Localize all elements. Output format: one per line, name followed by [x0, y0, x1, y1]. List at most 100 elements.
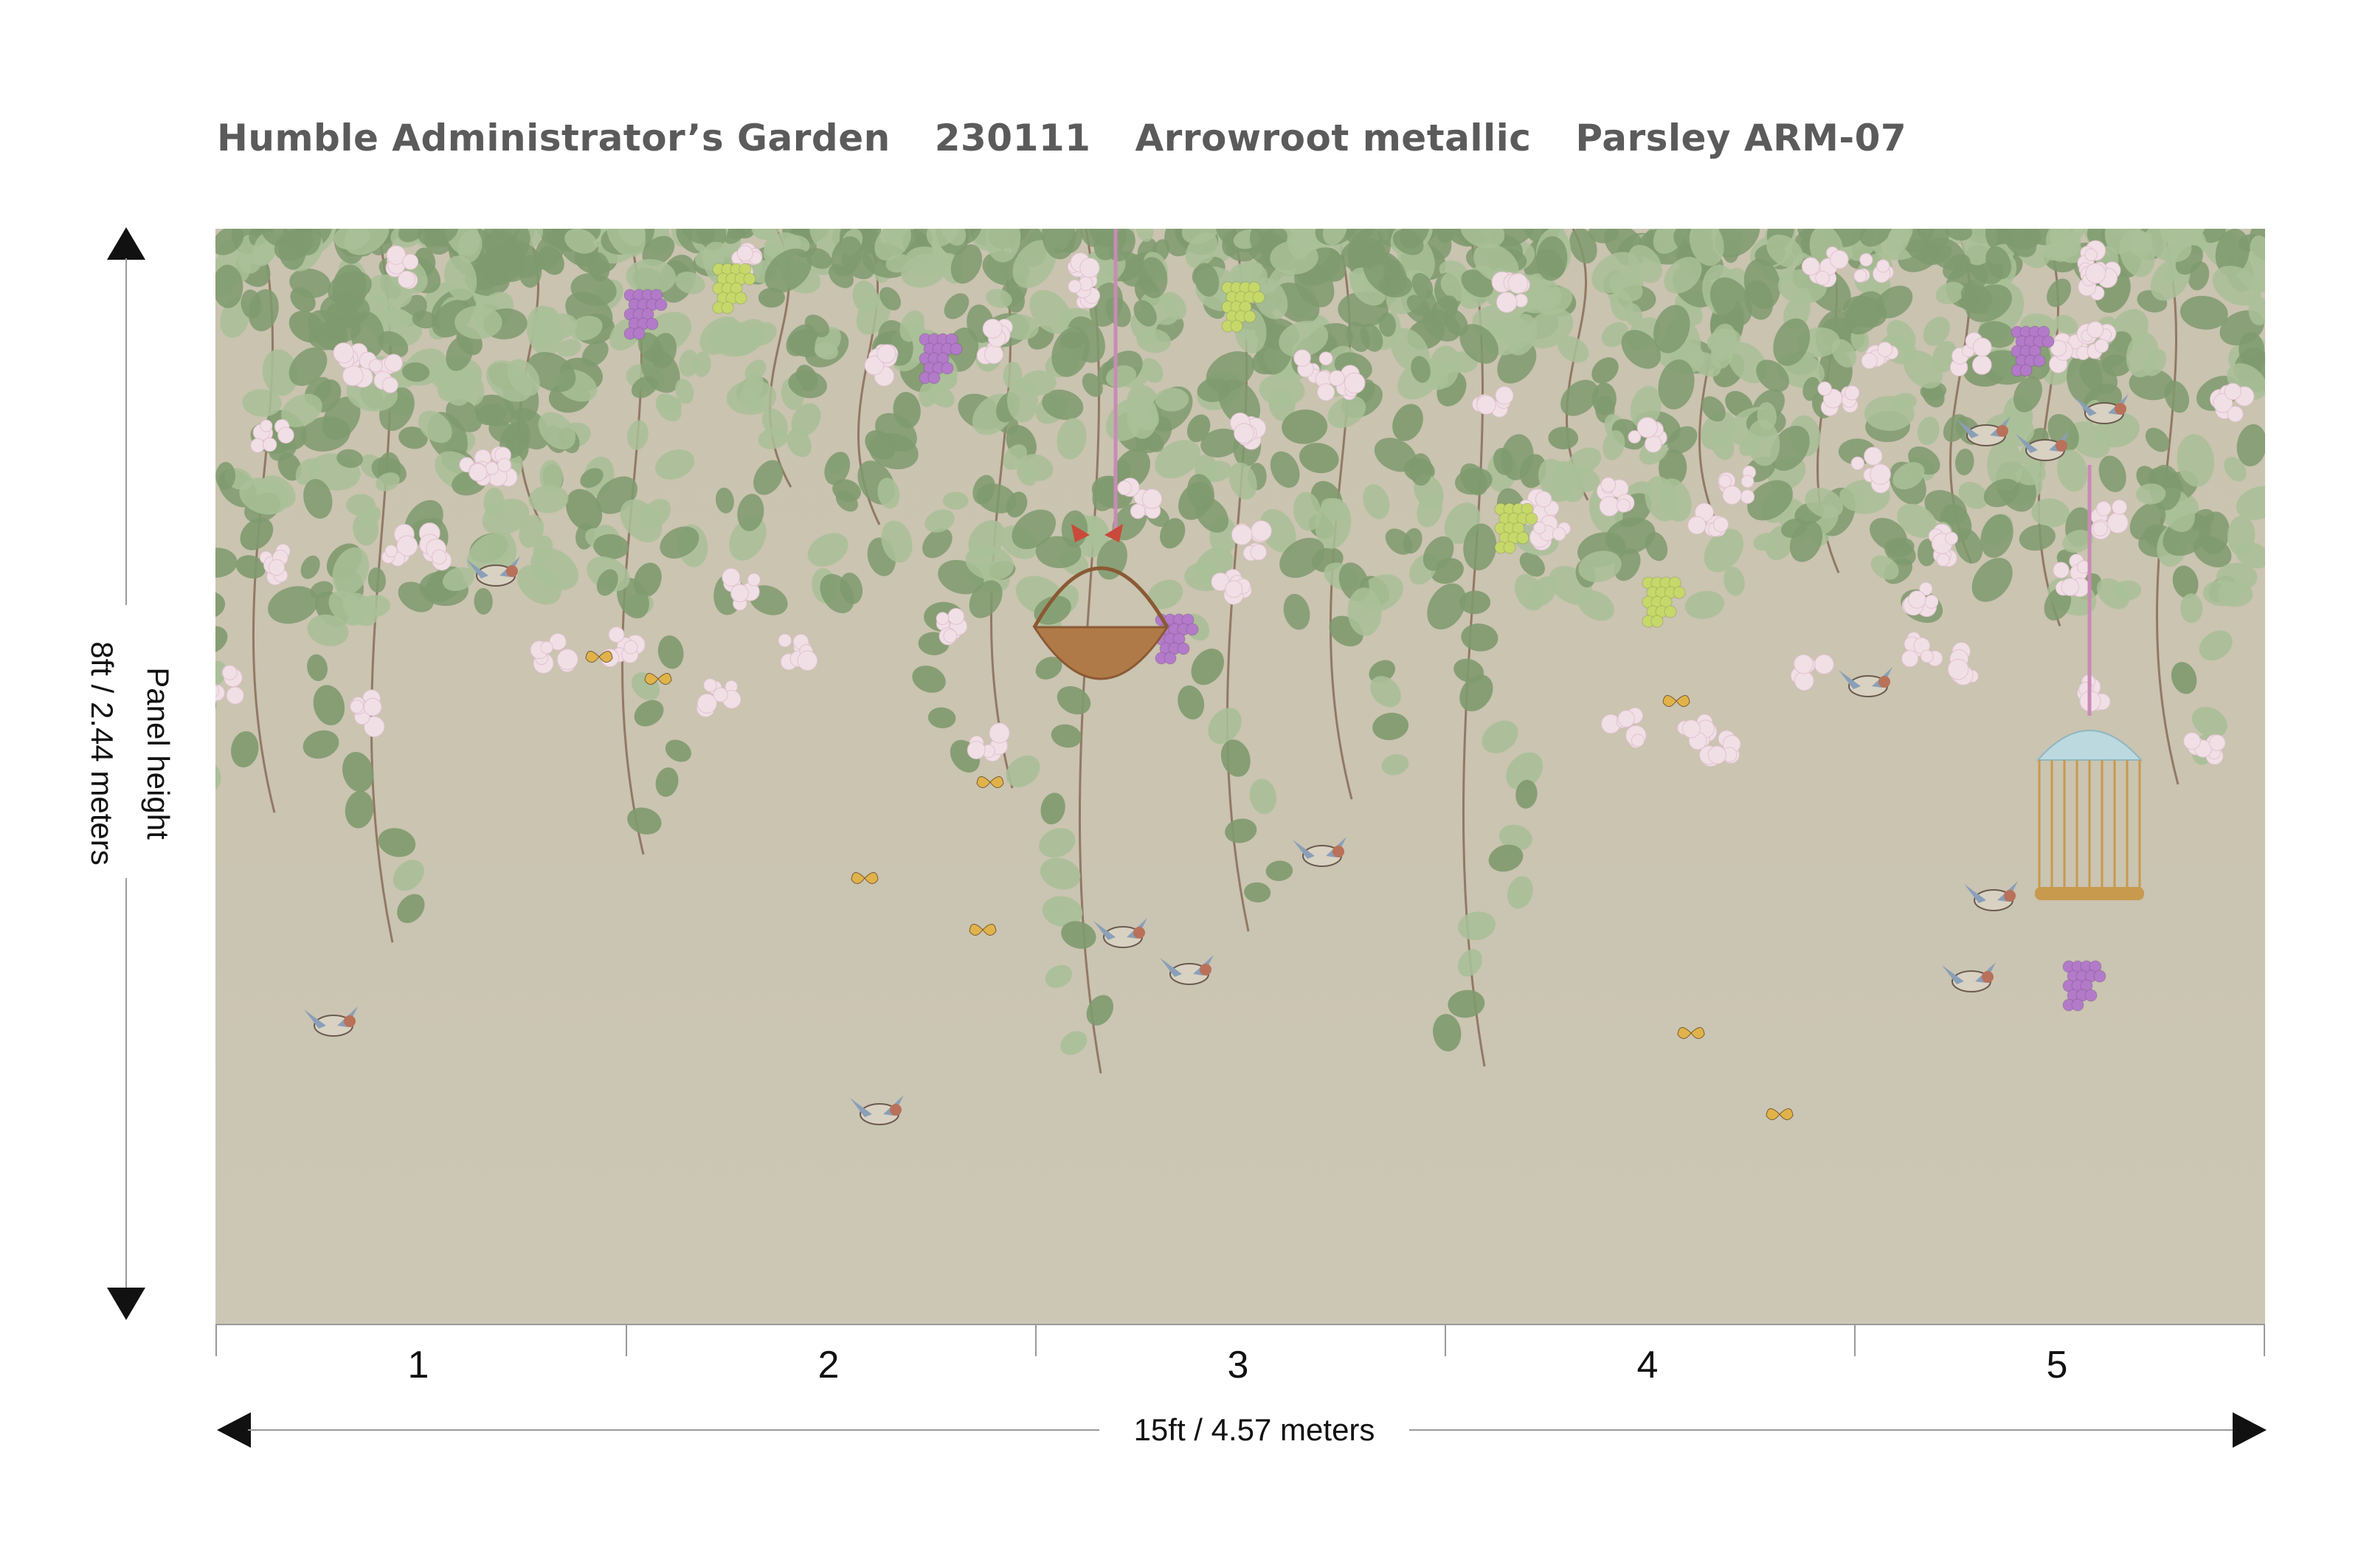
leaf	[1710, 277, 1752, 327]
leaf	[944, 293, 969, 320]
blossom	[1814, 654, 1834, 674]
leaf	[1689, 229, 1724, 266]
leaf	[483, 247, 526, 283]
leaf	[446, 398, 483, 432]
leaf	[231, 731, 259, 768]
leaf	[1552, 460, 1586, 502]
leaf	[1944, 229, 1973, 241]
leaf	[1443, 308, 1468, 336]
leaf	[751, 229, 775, 241]
leaf	[1195, 497, 1229, 533]
blossom	[250, 438, 266, 453]
blossom	[1845, 385, 1860, 401]
leaf	[1845, 291, 1884, 335]
leaf	[1086, 995, 1114, 1026]
grape	[927, 371, 941, 384]
blossom	[262, 437, 277, 452]
leaf	[739, 389, 763, 412]
leaf	[806, 247, 832, 269]
leaf	[877, 477, 900, 509]
blossom	[1079, 258, 1100, 278]
blossom	[1631, 733, 1645, 747]
leaf	[2056, 449, 2088, 492]
blossom	[368, 359, 383, 373]
leaf	[274, 229, 314, 261]
leaf	[807, 533, 848, 567]
blossom	[1801, 257, 1820, 276]
leaf	[725, 229, 752, 239]
leaf	[1739, 434, 1760, 457]
leaf	[2212, 266, 2261, 306]
leaf	[627, 807, 662, 835]
leaf	[2049, 229, 2087, 249]
leaf	[986, 229, 1021, 263]
leaf	[786, 324, 816, 356]
leaf	[2068, 421, 2111, 458]
leaf	[2164, 380, 2190, 413]
leaf	[1186, 414, 1211, 443]
leaf	[336, 449, 363, 469]
blossom	[2061, 578, 2079, 596]
leaf	[2098, 455, 2126, 492]
grape	[1516, 531, 1529, 545]
leaf	[637, 332, 663, 363]
leaf	[2193, 535, 2232, 567]
leaf	[376, 472, 400, 491]
leaf	[642, 235, 675, 266]
blossom	[736, 245, 753, 262]
leaf	[804, 314, 830, 338]
leaf	[1658, 449, 1687, 487]
leaf	[1773, 318, 1811, 366]
wallpaper-mural	[215, 229, 2265, 1324]
leaf	[1864, 396, 1915, 431]
leaf	[1658, 359, 1695, 410]
leaf	[1805, 488, 1844, 519]
leaf	[235, 555, 266, 579]
leaf	[1012, 240, 1057, 289]
blossom	[1599, 496, 1619, 517]
blossom	[1496, 291, 1518, 313]
leaf	[1406, 294, 1430, 317]
blossom	[2227, 406, 2244, 423]
blossom	[384, 353, 403, 373]
leaf	[1558, 336, 1589, 363]
leaf	[634, 700, 664, 727]
bird-icon	[1133, 927, 1145, 939]
blossom	[1250, 544, 1268, 561]
blossom	[549, 632, 567, 651]
leaf	[215, 548, 238, 578]
blossom	[2095, 500, 2112, 517]
leaf	[2031, 498, 2070, 528]
grape	[654, 298, 668, 311]
width-arrow-right-icon	[2233, 1412, 2267, 1448]
blossom	[2087, 321, 2104, 339]
leaf	[1208, 708, 1242, 745]
leaf	[1403, 528, 1423, 554]
grape	[2019, 364, 2033, 377]
leaf	[2104, 229, 2142, 255]
blossom	[556, 649, 578, 671]
leaf	[1363, 249, 1408, 296]
leaf	[1548, 426, 1579, 449]
bird-icon	[1878, 676, 1890, 688]
leaf	[1954, 528, 1983, 564]
leaf	[303, 479, 333, 519]
butterfly-icon	[1662, 695, 1690, 707]
leaf	[791, 403, 821, 437]
blossom	[1919, 581, 1933, 596]
leaf	[1249, 778, 1276, 815]
leaf	[412, 311, 438, 329]
leaf	[593, 533, 629, 559]
leaf	[242, 389, 282, 417]
material-name: Arrowroot metallic	[1135, 117, 1532, 159]
leaf	[680, 229, 716, 244]
leaf	[1461, 624, 1498, 652]
leaf	[912, 666, 946, 693]
leaf	[1138, 257, 1168, 299]
bird-icon	[2056, 440, 2067, 452]
leaf	[1392, 404, 1423, 441]
blossom	[1495, 386, 1514, 405]
leaf	[1322, 229, 1347, 246]
blossom	[703, 678, 717, 692]
leaf	[1017, 463, 1037, 486]
